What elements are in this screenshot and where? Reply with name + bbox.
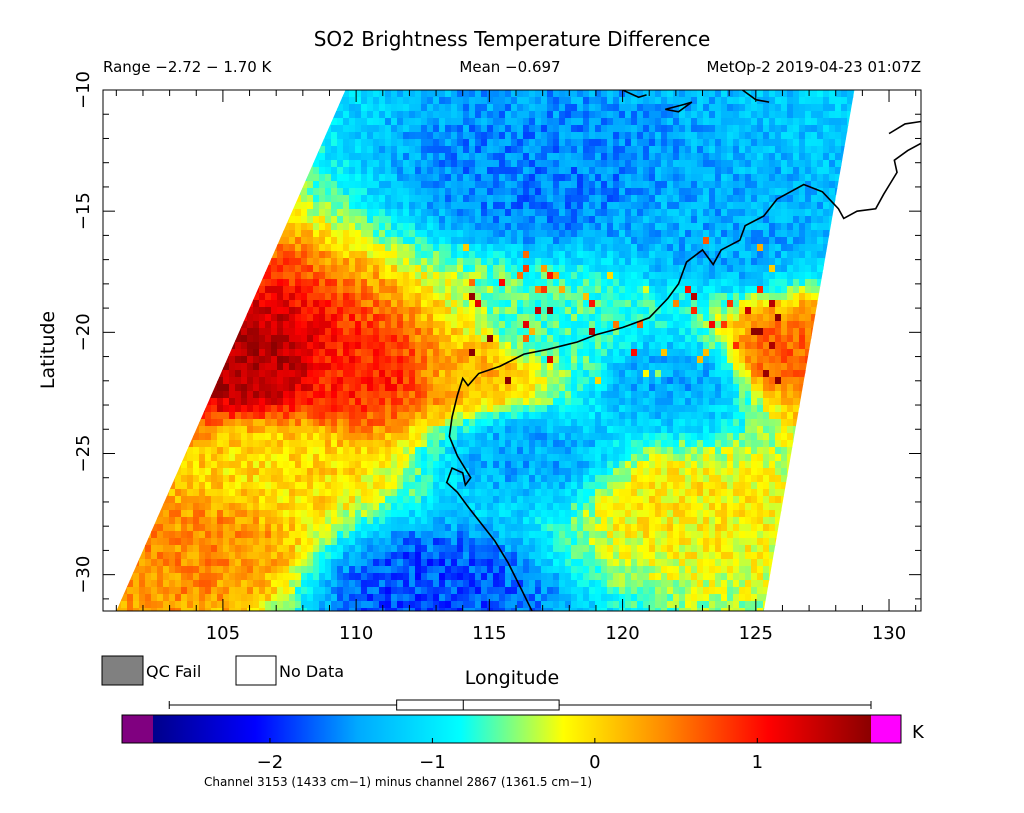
y-tick-label: −10	[73, 71, 94, 109]
colorbar-tick-label: −2	[257, 752, 284, 773]
colorbar-tick-label: 1	[752, 752, 763, 773]
y-tick-label: −20	[73, 313, 94, 351]
mean-text: Mean −0.697	[459, 58, 560, 76]
colorbar-ticks: −2 −1 0 1	[257, 738, 763, 773]
x-tick-label: 120	[605, 623, 639, 644]
no-data-swatch	[235, 655, 277, 686]
colorbar	[121, 714, 902, 744]
x-axis-label: Longitude	[465, 667, 560, 689]
satellite-text: MetOp-2 2019-04-23 01:07Z	[706, 58, 921, 76]
chart-title: SO2 Brightness Temperature Difference	[314, 27, 711, 51]
x-tick-label: 105	[206, 623, 240, 644]
range-text: Range −2.72 − 1.70 K	[103, 58, 273, 76]
colorbar-overflow	[871, 715, 901, 743]
plot-area	[116, 90, 921, 611]
y-tick-label: −25	[73, 434, 94, 472]
colorbar-tick-label: −1	[419, 752, 446, 773]
no-data-label: No Data	[279, 662, 344, 681]
x-tick-label: 130	[872, 623, 906, 644]
y-tick-label: −15	[73, 192, 94, 230]
colorbar-frame	[121, 714, 902, 744]
qc-fail-swatch	[101, 655, 144, 686]
channel-note: Channel 3153 (1433 cm−1) minus channel 2…	[204, 775, 592, 789]
x-tick-label: 115	[472, 623, 506, 644]
plot-frame	[102, 89, 922, 612]
colorbar-underflow	[122, 715, 153, 743]
colorbar-unit: K	[912, 722, 925, 743]
y-tick-label: −30	[73, 556, 94, 594]
colorbar-gradient	[153, 715, 871, 743]
y-axis-label: Latitude	[37, 311, 59, 389]
boxplot-box	[396, 699, 560, 711]
x-ticks: 105 110 115 120 125 130	[115, 90, 917, 644]
y-ticks: −10 −15 −20 −25 −30	[73, 71, 921, 600]
colorbar-tick-label: 0	[589, 752, 600, 773]
x-tick-label: 125	[739, 623, 773, 644]
x-tick-label: 110	[339, 623, 373, 644]
heatmap-cells	[116, 90, 855, 611]
distribution-boxplot	[168, 699, 872, 711]
coastline	[445, 90, 921, 611]
qc-fail-label: QC Fail	[146, 662, 201, 681]
